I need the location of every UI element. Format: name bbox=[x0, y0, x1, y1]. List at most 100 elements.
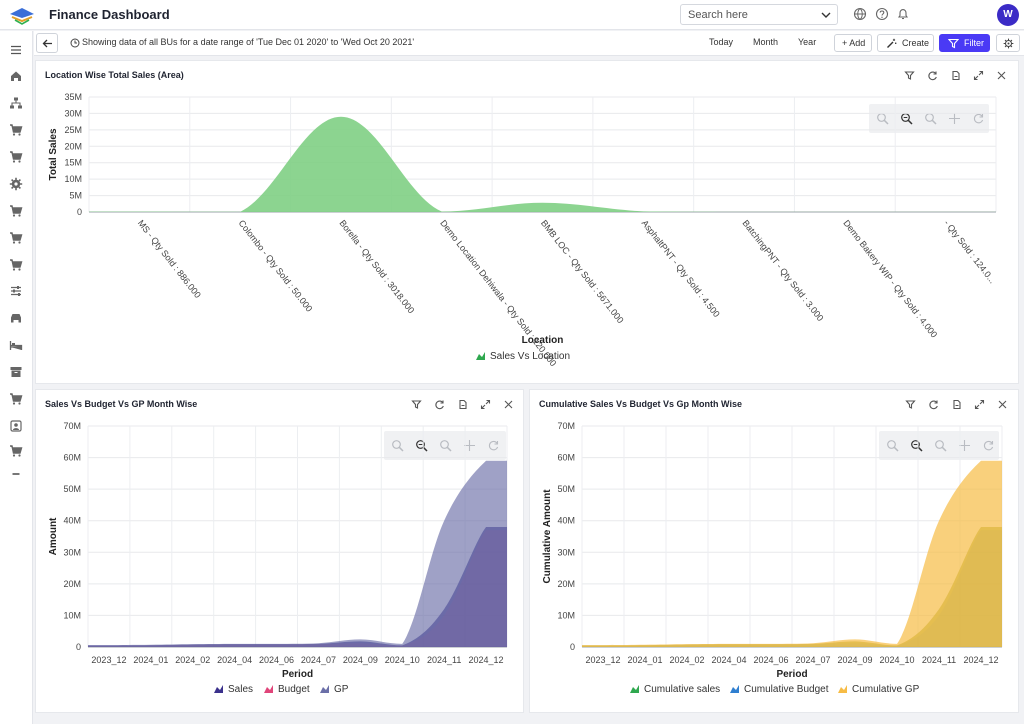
y-tick-label: 10M bbox=[64, 174, 82, 184]
bed-icon[interactable] bbox=[9, 338, 23, 352]
legend-item-budget[interactable]: Budget bbox=[264, 684, 310, 695]
location-sales-panel: Location Wise Total Sales (Area) 0 5M 10M 1… bbox=[35, 60, 1019, 384]
cart-icon[interactable] bbox=[9, 231, 23, 245]
gear-icon[interactable] bbox=[9, 177, 23, 191]
cart-icon[interactable] bbox=[9, 392, 23, 406]
series-area-sales-vs-location bbox=[89, 116, 996, 212]
cart-icon[interactable] bbox=[9, 444, 23, 458]
bell-icon[interactable] bbox=[896, 7, 910, 21]
legend-item-cumulative-gp[interactable]: Cumulative GP bbox=[838, 684, 919, 695]
x-tick-label: 2024_04 bbox=[711, 655, 746, 665]
cart-icon[interactable] bbox=[9, 150, 23, 164]
cart-icon[interactable] bbox=[9, 258, 23, 272]
zoom-search-icon[interactable] bbox=[910, 439, 923, 452]
x-tick-label: 2024_10 bbox=[385, 655, 420, 665]
x-tick-label: BMB LOC - Qty Sold : 5671.000 bbox=[539, 218, 626, 325]
legend-item-cumulative-sales[interactable]: Cumulative sales bbox=[630, 684, 720, 695]
y-tick-label: 0 bbox=[76, 642, 81, 652]
zoom-in-icon[interactable] bbox=[886, 439, 899, 452]
chart-zoom-toolbar bbox=[869, 104, 989, 133]
create-button[interactable]: Create bbox=[877, 34, 934, 52]
y-tick-label: 30M bbox=[63, 547, 81, 557]
date-range-text: Showing data of all BUs for a date range… bbox=[82, 37, 415, 47]
legend-area-icon bbox=[838, 685, 847, 694]
legend-item-sales[interactable]: Sales bbox=[214, 684, 253, 695]
expand-icon[interactable] bbox=[974, 399, 985, 410]
app-title: Finance Dashboard bbox=[49, 7, 170, 22]
legend-label: Cumulative sales bbox=[644, 684, 721, 695]
legend-area-icon bbox=[630, 685, 639, 694]
refresh-icon[interactable] bbox=[434, 399, 445, 410]
pan-icon[interactable] bbox=[958, 439, 971, 452]
y-tick-label: 10M bbox=[557, 610, 575, 620]
sales-budget-gp-panel: Sales Vs Budget Vs GP Month Wise 0 10M 20M… bbox=[35, 389, 524, 713]
y-tick-label: 40M bbox=[557, 516, 575, 526]
today-button[interactable]: Today bbox=[709, 37, 734, 47]
search-box[interactable] bbox=[680, 4, 838, 25]
pan-icon[interactable] bbox=[463, 439, 476, 452]
legend-area-icon bbox=[730, 685, 739, 694]
archive-icon[interactable] bbox=[9, 365, 23, 379]
toolbar: Showing data of all BUs for a date range… bbox=[34, 31, 1024, 56]
legend-item-gp[interactable]: GP bbox=[320, 684, 348, 695]
filter-icon[interactable] bbox=[904, 70, 915, 81]
legend-area-icon bbox=[214, 685, 223, 694]
reset-zoom-icon[interactable] bbox=[487, 439, 500, 452]
month-button[interactable]: Month bbox=[753, 37, 779, 47]
home-icon[interactable] bbox=[9, 69, 23, 83]
hierarchy-icon[interactable] bbox=[9, 96, 23, 110]
clock-icon bbox=[70, 38, 80, 48]
export-icon[interactable] bbox=[457, 399, 468, 410]
x-tick-label: 2024_10 bbox=[879, 655, 914, 665]
zoom-out-icon[interactable] bbox=[439, 439, 452, 452]
filter-icon[interactable] bbox=[411, 399, 422, 410]
badge-icon[interactable] bbox=[9, 419, 23, 433]
close-icon[interactable] bbox=[503, 399, 514, 410]
refresh-icon[interactable] bbox=[928, 399, 939, 410]
year-button[interactable]: Year bbox=[798, 37, 817, 47]
settings-button[interactable] bbox=[996, 34, 1020, 52]
x-tick-label: AsphaltPNT - Qty Sold : 4.500 bbox=[640, 218, 722, 319]
add-button[interactable]: + Add bbox=[834, 34, 872, 52]
legend-label: Budget bbox=[278, 684, 310, 695]
export-icon[interactable] bbox=[950, 70, 961, 81]
close-icon[interactable] bbox=[996, 70, 1007, 81]
pan-icon[interactable] bbox=[948, 112, 961, 125]
user-avatar[interactable]: W bbox=[997, 4, 1019, 26]
filter-button[interactable]: Filter bbox=[939, 34, 990, 52]
expand-icon[interactable] bbox=[973, 70, 984, 81]
export-icon[interactable] bbox=[951, 399, 962, 410]
x-tick-label: BatchingPNT - Qty Sold : 3.000 bbox=[740, 218, 825, 323]
cart-icon[interactable] bbox=[9, 204, 23, 218]
y-tick-label: 0 bbox=[570, 642, 575, 652]
help-icon[interactable] bbox=[875, 7, 889, 21]
back-button[interactable] bbox=[36, 33, 58, 53]
chevron-down-icon[interactable] bbox=[821, 10, 831, 20]
minus-icon[interactable] bbox=[9, 467, 23, 481]
reset-zoom-icon[interactable] bbox=[972, 112, 985, 125]
chart-zoom-toolbar bbox=[879, 431, 999, 460]
expand-icon[interactable] bbox=[480, 399, 491, 410]
cart-icon[interactable] bbox=[9, 123, 23, 137]
globe-icon[interactable] bbox=[853, 7, 867, 21]
search-input[interactable] bbox=[688, 8, 818, 22]
y-tick-label: 15M bbox=[64, 158, 82, 168]
close-icon[interactable] bbox=[997, 399, 1008, 410]
zoom-out-icon[interactable] bbox=[934, 439, 947, 452]
filter-button-label: Filter bbox=[964, 38, 984, 48]
car-icon[interactable] bbox=[9, 311, 23, 325]
x-tick-label: 2024_09 bbox=[343, 655, 378, 665]
refresh-icon[interactable] bbox=[927, 70, 938, 81]
x-axis-label: Period bbox=[282, 669, 313, 680]
y-tick-label: 5M bbox=[69, 191, 82, 201]
zoom-search-icon[interactable] bbox=[415, 439, 428, 452]
sliders-icon[interactable] bbox=[9, 284, 23, 298]
zoom-in-icon[interactable] bbox=[391, 439, 404, 452]
legend-item-cumulative-budget[interactable]: Cumulative Budget bbox=[730, 684, 829, 695]
filter-icon[interactable] bbox=[905, 399, 916, 410]
menu-icon[interactable] bbox=[9, 43, 23, 57]
y-tick-label: 50M bbox=[557, 484, 575, 494]
legend-item-sales-vs-location[interactable]: Sales Vs Location bbox=[476, 351, 570, 362]
x-tick-label: 2024_06 bbox=[753, 655, 788, 665]
reset-zoom-icon[interactable] bbox=[982, 439, 995, 452]
